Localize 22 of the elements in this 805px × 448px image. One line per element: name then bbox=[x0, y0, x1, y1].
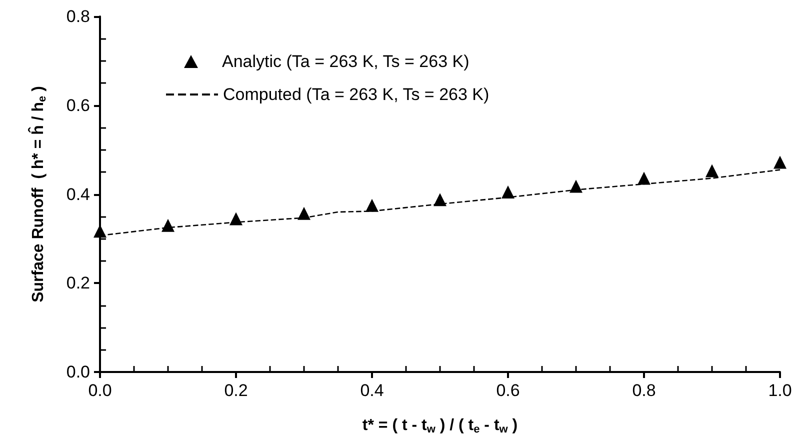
x-tick-label: 0.4 bbox=[360, 381, 384, 400]
point bbox=[774, 156, 786, 169]
x-tick-label: 0.6 bbox=[496, 381, 520, 400]
y-tick-label: 0.2 bbox=[66, 274, 90, 293]
y-tick-label: 0.8 bbox=[66, 7, 90, 26]
point bbox=[94, 224, 106, 238]
y-tick-label: 0.4 bbox=[66, 184, 90, 204]
point bbox=[230, 212, 242, 226]
legend-label: Analytic (Ta = 263 K, Ts = 263 K) bbox=[222, 52, 470, 71]
legend-label: Computed (Ta = 263 K, Ts = 263 K) bbox=[223, 85, 490, 104]
point bbox=[638, 172, 650, 185]
point bbox=[706, 164, 718, 178]
point bbox=[298, 206, 310, 220]
x-tick-label: 0.8 bbox=[632, 381, 656, 400]
y-tick-label: 0.0 bbox=[66, 362, 90, 382]
x-tick-label: 0.2 bbox=[224, 381, 248, 400]
x-tick-label: 0.0 bbox=[88, 381, 112, 400]
y-axis-title: Surface Runoff ( h* = ĥ / he ) bbox=[28, 86, 48, 302]
point bbox=[570, 180, 582, 193]
point bbox=[162, 218, 174, 232]
x-tick-label: 1.0 bbox=[768, 381, 792, 400]
y-tick-label: 0.6 bbox=[66, 96, 90, 115]
